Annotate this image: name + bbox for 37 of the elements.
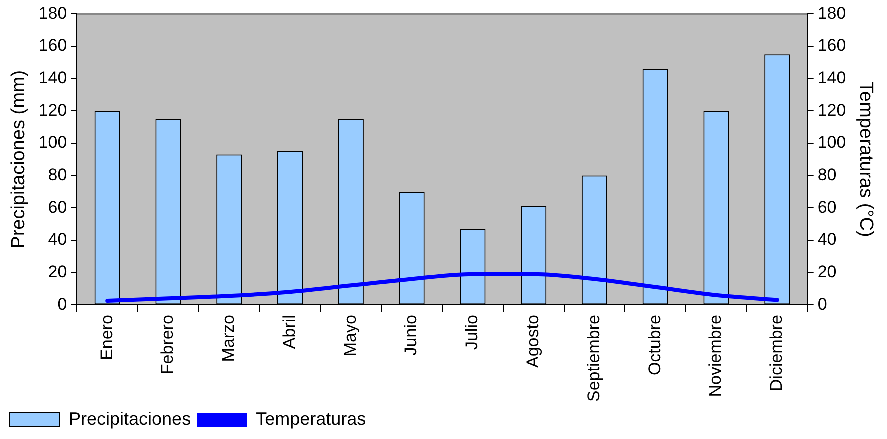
x-tick-label: Abril xyxy=(280,315,299,350)
y-tick-label: 100 xyxy=(38,133,68,152)
y-tick-label: 80 xyxy=(48,165,68,184)
x-tick-label: Junio xyxy=(402,315,421,356)
y2-tick-label: 140 xyxy=(818,68,846,88)
y2-tick-label: 0 xyxy=(818,294,828,314)
y-tick-label: 40 xyxy=(48,230,68,250)
x-tick-label: Julio xyxy=(462,315,482,350)
y-tick-label: 180 xyxy=(38,4,68,23)
y-tick-label: 60 xyxy=(48,198,68,217)
legend-label: Temperaturas xyxy=(256,408,366,429)
y-axis-title: Precipitaciones (mm) xyxy=(8,70,30,249)
x-tick-label: Marzo xyxy=(219,315,238,362)
y2-tick-label: 40 xyxy=(818,230,837,250)
y2-tick-label: 120 xyxy=(818,100,846,120)
x-tick-label: Octubre xyxy=(645,315,664,376)
x-tick-label: Septiembre xyxy=(584,315,604,402)
y2-tick-label: 100 xyxy=(818,133,846,152)
y-tick-label: 120 xyxy=(38,100,68,120)
x-tick-label: Agosto xyxy=(524,315,543,368)
y2-tick-label: 20 xyxy=(818,262,837,282)
y2-axis-title: Temperaturas (°C) xyxy=(855,82,876,238)
y-tick-label: 20 xyxy=(48,262,68,282)
y2-tick-label: 160 xyxy=(818,36,846,56)
y2-tick-label: 60 xyxy=(818,198,837,217)
x-tick-label: Enero xyxy=(97,315,116,360)
legend-label: Precipitaciones xyxy=(69,408,192,429)
y-tick-label: 160 xyxy=(38,36,68,56)
y2-tick-label: 80 xyxy=(818,165,837,184)
x-tick-label: Noviembre xyxy=(706,315,726,398)
y-tick-label: 0 xyxy=(58,294,68,314)
y2-tick-label: 180 xyxy=(818,4,846,23)
line-series xyxy=(106,272,780,304)
x-tick-label: Febrero xyxy=(158,315,178,375)
x-tick-label: Diciembre xyxy=(767,315,786,392)
y-tick-label: 140 xyxy=(38,68,68,88)
x-tick-label: Mayo xyxy=(340,315,360,357)
